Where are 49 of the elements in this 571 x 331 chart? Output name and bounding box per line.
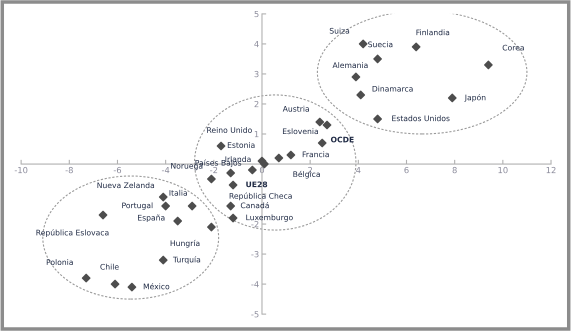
point	[207, 222, 216, 232]
y-tick-label: 1	[254, 131, 258, 138]
point	[373, 54, 382, 64]
point	[484, 60, 493, 70]
x-tick-label: -4	[162, 167, 170, 174]
point	[274, 154, 284, 162]
point	[173, 216, 182, 226]
point	[110, 280, 120, 288]
y-tick-label: 4	[254, 41, 259, 48]
point	[98, 210, 108, 220]
y-tick-label: 5	[254, 10, 258, 18]
point	[158, 192, 168, 202]
point	[318, 138, 327, 148]
point	[358, 40, 368, 48]
point	[322, 120, 332, 130]
point	[226, 168, 236, 178]
point	[207, 174, 216, 184]
x-tick-label: -10	[14, 166, 28, 174]
point	[158, 256, 168, 264]
point	[286, 150, 296, 160]
y-tick-label: -2	[251, 221, 258, 228]
x-tick-label: -8	[66, 166, 73, 174]
point	[248, 166, 257, 174]
y-tick-label: 2	[254, 100, 258, 108]
point	[373, 114, 382, 124]
point	[356, 90, 366, 100]
point	[448, 94, 457, 102]
point	[161, 202, 170, 210]
x-tick-label: 10	[498, 166, 508, 174]
y-tick-label: -4	[251, 281, 259, 288]
point	[128, 282, 136, 292]
point	[412, 42, 421, 52]
x-tick-label: -6	[114, 166, 122, 174]
x-tick-label: -2	[210, 166, 218, 174]
x-tick-label: 12	[546, 166, 556, 174]
point	[82, 274, 91, 282]
y-tick-label: -5	[251, 311, 258, 318]
x-tick-label: 8	[452, 166, 457, 174]
point	[228, 214, 238, 222]
point	[216, 142, 226, 150]
x-tick-label: 4	[356, 167, 361, 174]
y-tick-label: -3	[251, 251, 259, 258]
point	[352, 72, 360, 82]
point	[228, 180, 238, 190]
point	[188, 202, 197, 210]
point	[315, 118, 324, 126]
point	[226, 202, 236, 210]
x-tick-label: 6	[404, 166, 409, 174]
y-tick-label: 3	[254, 70, 259, 78]
